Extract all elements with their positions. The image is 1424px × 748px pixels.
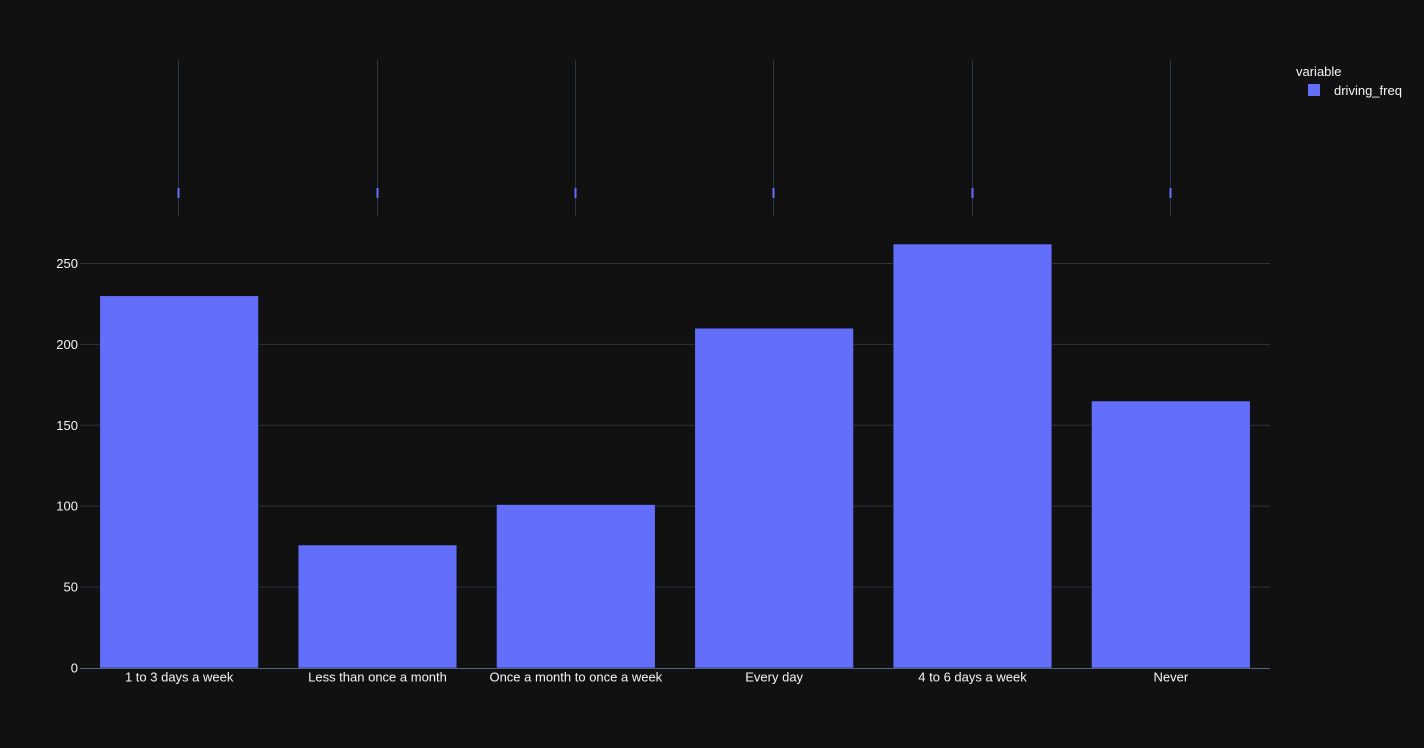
y-axis-ticks: 0 50 100 150 200 250 <box>56 256 78 676</box>
y-tick-label: 250 <box>56 256 78 271</box>
y-tick-label: 200 <box>56 337 78 352</box>
bars <box>99 243 1251 669</box>
legend-swatch <box>1308 84 1320 96</box>
x-tick-label: 1 to 3 days a week <box>125 670 234 685</box>
legend-title: variable <box>1296 64 1342 79</box>
x-tick-label: Less than once a month <box>308 670 447 685</box>
legend-label: driving_freq <box>1334 83 1402 98</box>
bar[interactable] <box>297 544 458 669</box>
bar[interactable] <box>496 504 656 669</box>
y-tick-label: 50 <box>64 580 78 595</box>
marginal-rug-plot <box>177 60 1172 216</box>
bar[interactable] <box>694 327 854 669</box>
bar[interactable] <box>99 295 259 669</box>
x-tick-label: Never <box>1153 670 1188 685</box>
x-tick-label: Every day <box>745 670 803 685</box>
x-tick-label: Once a month to once a week <box>489 670 662 685</box>
x-tick-label: 4 to 6 days a week <box>918 670 1027 685</box>
y-tick-label: 150 <box>56 418 78 433</box>
y-tick-label: 100 <box>56 499 78 514</box>
x-axis-ticks: 1 to 3 days a week Less than once a month… <box>125 670 1189 685</box>
y-gridlines <box>80 262 1270 588</box>
y-tick-label: 0 <box>71 661 78 676</box>
legend[interactable]: variable driving_freq <box>1296 64 1402 98</box>
bar[interactable] <box>1091 400 1251 669</box>
bar[interactable] <box>892 243 1053 669</box>
legend-item-driving-freq[interactable]: driving_freq <box>1308 83 1402 98</box>
